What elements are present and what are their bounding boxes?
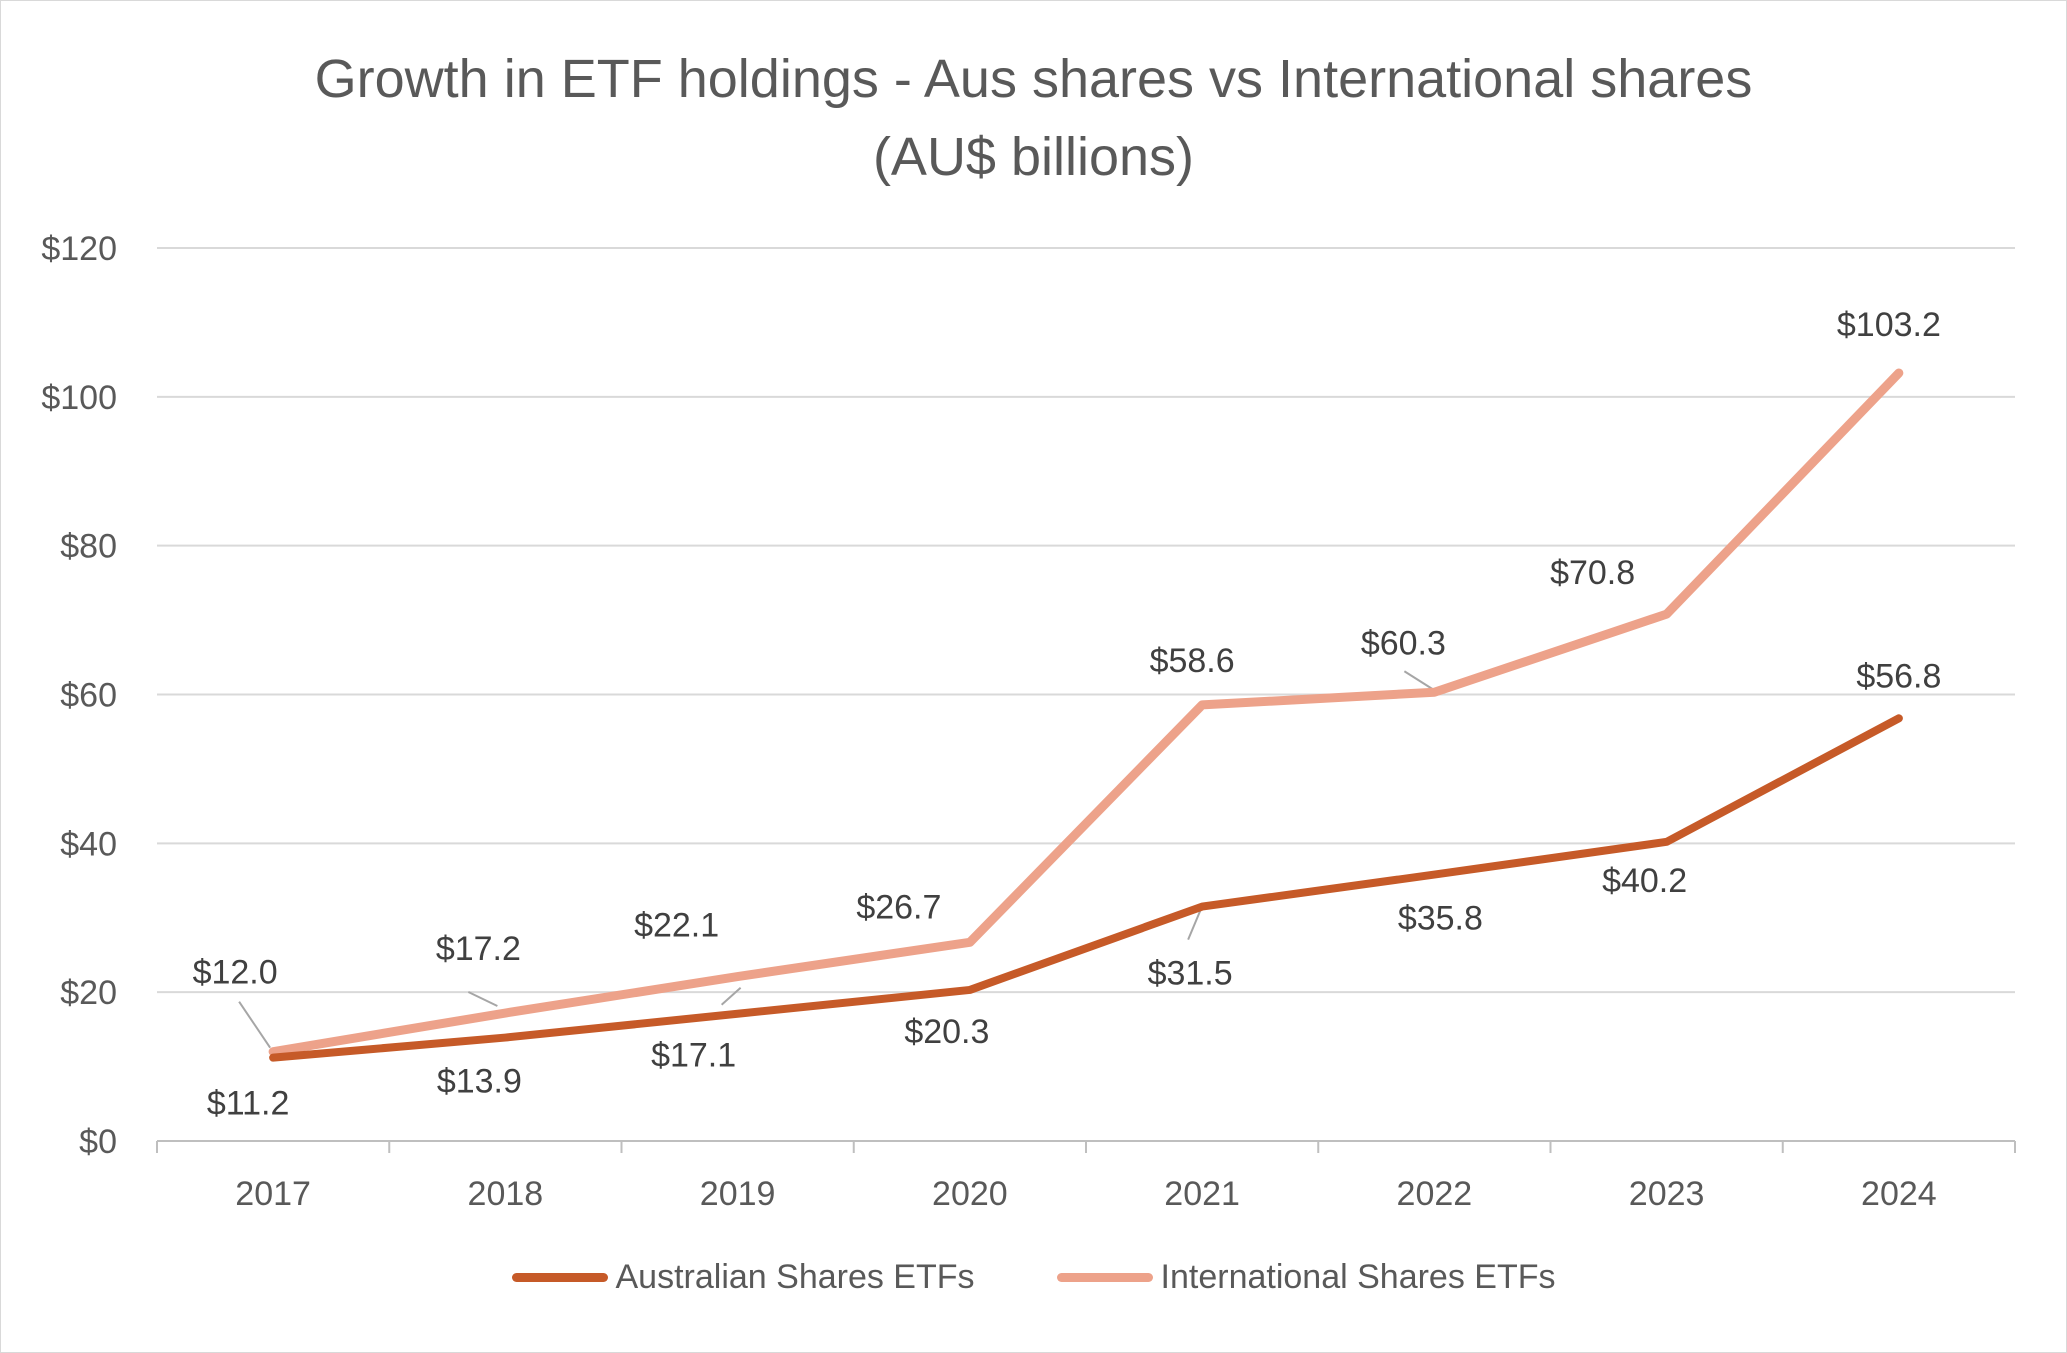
legend-swatch-australian-shares [511, 1273, 608, 1282]
series-lines [268, 368, 1904, 1062]
y-tick-label: $40 [60, 825, 117, 863]
label-leader-line [720, 987, 742, 1006]
y-tick-label: $80 [60, 528, 117, 566]
series-line-australian-shares [269, 714, 1903, 1062]
data-label-international-shares: $26.7 [856, 888, 941, 926]
series-line-international-shares [268, 368, 1904, 1057]
legend-swatch-international-shares [1056, 1273, 1153, 1282]
x-tick-label: 2018 [468, 1175, 544, 1213]
chart-title: Growth in ETF holdings - Aus shares vs I… [0, 40, 2067, 196]
data-label-australian-shares: $40.2 [1602, 862, 1687, 900]
y-axis-tick-labels: $0 $20 $40 $60 $80 $100 $120 [41, 230, 117, 1161]
x-tick-label: 2019 [700, 1175, 776, 1213]
data-labels: $11.2 $13.9 $17.1 $20.3 $31.5 $35.8 $40.2 $56.8… [193, 306, 1942, 1123]
x-axis-tick-labels: 2017 2018 2019 2020 2021 2022 2023 2024 [235, 1175, 1936, 1213]
data-label-international-shares: $60.3 [1361, 624, 1446, 662]
legend-label-australian-shares: Australian Shares ETFs [615, 1258, 975, 1296]
y-tick-label: $20 [60, 974, 117, 1012]
x-tick-label: 2017 [235, 1175, 311, 1213]
label-leader-line [467, 991, 498, 1007]
data-label-australian-shares: $31.5 [1148, 955, 1233, 993]
y-tick-label: $60 [60, 677, 117, 715]
data-label-australian-shares: $11.2 [207, 1085, 290, 1123]
x-tick-label: 2021 [1164, 1175, 1240, 1213]
y-tick-label: $100 [41, 379, 117, 417]
data-label-international-shares: $70.8 [1550, 554, 1635, 592]
gridlines [157, 247, 2015, 994]
data-label-international-shares: $103.2 [1837, 306, 1941, 344]
data-label-international-shares: $12.0 [193, 954, 278, 992]
chart-title-line-2: (AU$ billions) [872, 127, 1195, 187]
label-leader-line [238, 1001, 271, 1049]
x-axis [156, 1140, 2016, 1153]
label-leader-line [1187, 908, 1203, 940]
data-label-international-shares: $58.6 [1150, 642, 1235, 680]
legend-item-australian-shares: Australian Shares ETFs [511, 1258, 975, 1297]
x-tick-label: 2020 [932, 1175, 1008, 1213]
data-label-australian-shares: $17.1 [651, 1037, 736, 1075]
chart-title-line-1: Growth in ETF holdings - Aus shares vs I… [314, 49, 1753, 109]
x-tick-label: 2022 [1397, 1175, 1473, 1213]
data-label-australian-shares: $20.3 [904, 1013, 989, 1051]
data-label-australian-shares: $13.9 [437, 1063, 522, 1101]
data-label-australian-shares: $35.8 [1398, 900, 1483, 938]
legend-item-international-shares: International Shares ETFs [1056, 1258, 1556, 1297]
y-tick-label: $120 [41, 230, 117, 268]
data-label-international-shares: $17.2 [436, 930, 521, 968]
data-label-international-shares: $22.1 [634, 907, 719, 945]
label-leader-lines [238, 670, 1435, 1049]
label-leader-line [1403, 670, 1435, 692]
legend: Australian Shares ETFs International Sha… [0, 1258, 2067, 1297]
legend-label-international-shares: International Shares ETFs [1160, 1258, 1556, 1296]
data-label-australian-shares: $56.8 [1856, 657, 1941, 695]
x-tick-label: 2023 [1629, 1175, 1705, 1213]
y-tick-label: $0 [79, 1123, 117, 1161]
x-tick-label: 2024 [1861, 1175, 1937, 1213]
